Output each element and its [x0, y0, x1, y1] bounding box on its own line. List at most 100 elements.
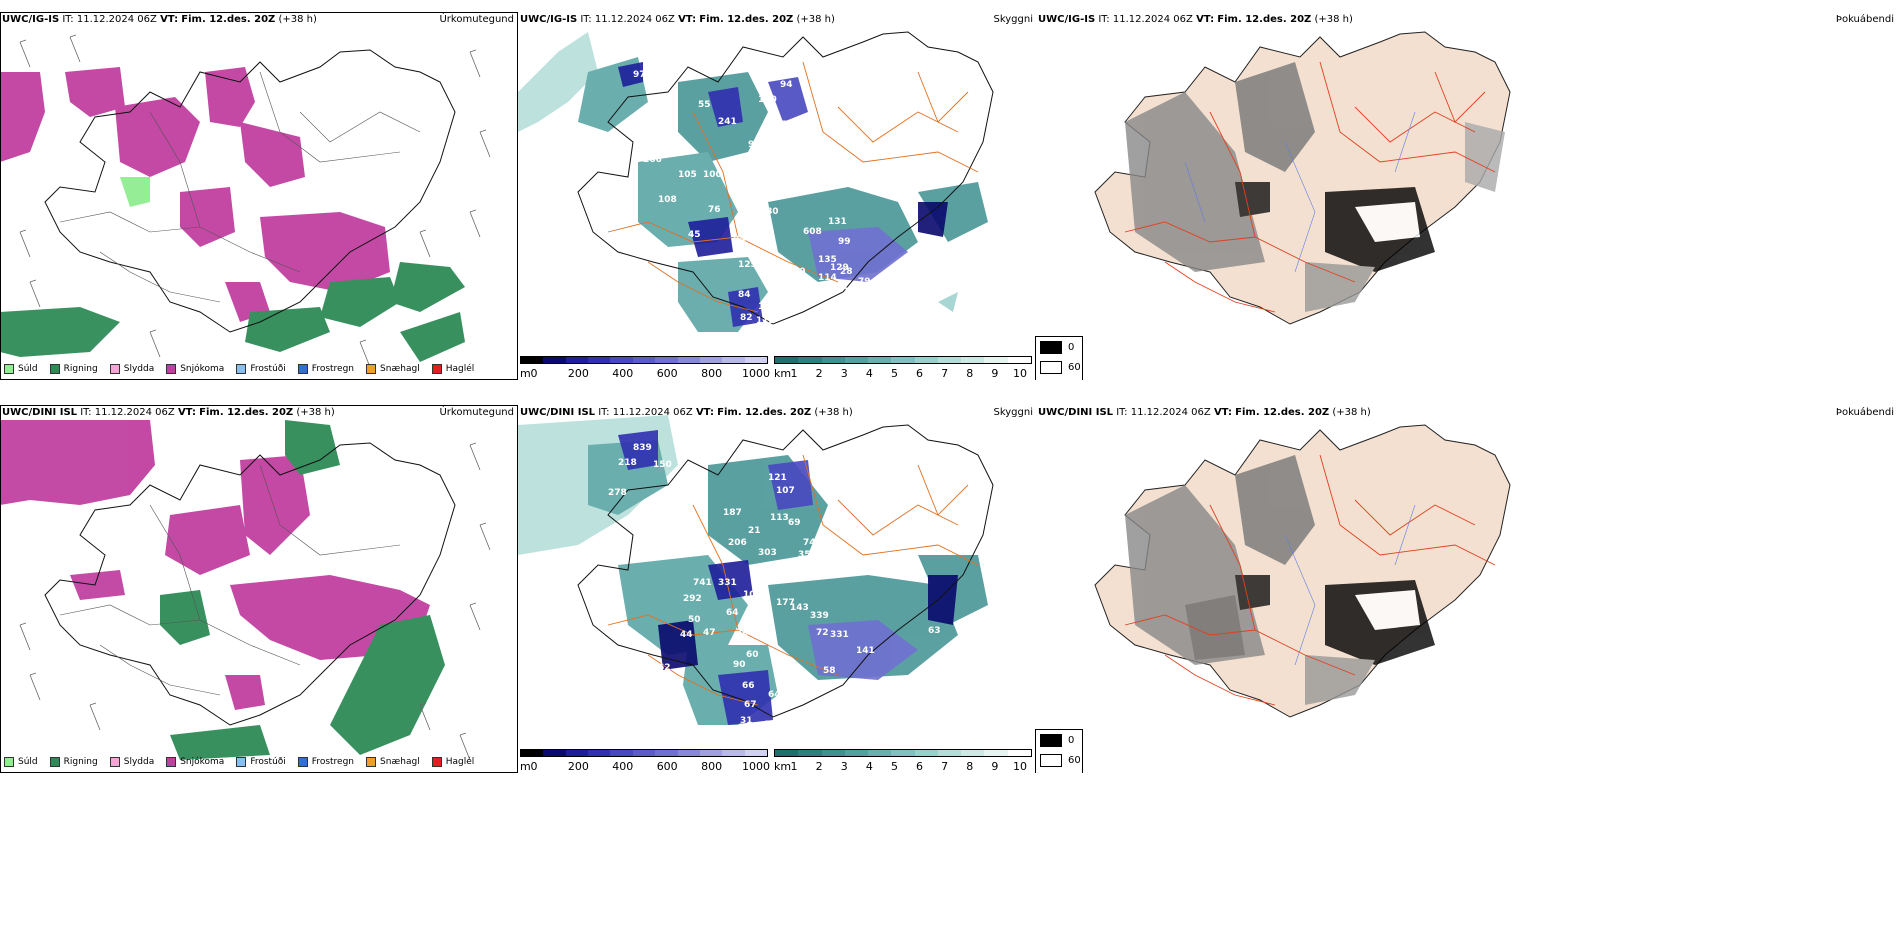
colorbar-segment [961, 357, 985, 363]
colorbar-tick-label: 1 [790, 760, 798, 773]
fog-legend-swatch [1040, 753, 1062, 767]
colorbar-tick-label: 10 [1013, 760, 1027, 773]
legend-label: Frostregn [311, 757, 355, 767]
fog-legend-row: 0 [1036, 337, 1082, 357]
colorbar-segment [722, 750, 745, 756]
colorbar-tick-label: 6 [916, 760, 924, 773]
cloud-base-value-label: 909 [743, 203, 762, 213]
panel-title: UWC/IG-IS IT: 11.12.2024 06Z VT: Fim. 12… [520, 14, 835, 25]
colorbar-tick-label: 1 [790, 367, 798, 380]
cloud-base-value-label: 141 [856, 646, 875, 656]
legend-label: Frostúði [250, 757, 286, 767]
colorbar-segment [775, 750, 799, 756]
legend-item: Súld [4, 757, 38, 767]
colorbar-segment [844, 750, 869, 756]
cloud-panel-row1: 97 55 100 94 241 167 147 97 86 266 105 100 377 12 108 7… [518, 12, 1033, 380]
colorbar-tick-label: 6 [916, 367, 924, 380]
visibility-colorbar-bar [774, 356, 1032, 364]
vt-label: VT: [678, 14, 697, 25]
panel-name: Þokuábendi [1835, 14, 1894, 25]
it-label: IT: [62, 14, 74, 25]
colorbar-segment [565, 357, 589, 363]
cloud-base-value-label: 108 [658, 195, 677, 205]
precip-type-legend: Súld Rigning Slydda Snjókoma Frostúði Frostre… [4, 757, 474, 767]
legend-label: Rigning [63, 757, 98, 767]
cloud-base-value-label: 150 [653, 460, 672, 470]
legend-swatch [109, 757, 120, 767]
colorbar-segment [744, 750, 767, 756]
cloud-base-value-label: 84 [738, 290, 751, 300]
colorbar-segment [677, 750, 700, 756]
fog-legend-row: 0 [1036, 730, 1082, 750]
cloud-base-value-label: 99 [838, 237, 851, 247]
it-value: 11.12.2024 06Z [94, 407, 175, 418]
legend-swatch [49, 757, 60, 767]
vt-value: Fim. 12.des. 20Z [1217, 14, 1312, 25]
visibility-unit: km [774, 760, 792, 773]
fog-legend: 0 60 [1035, 336, 1083, 380]
precip-type-map [0, 405, 518, 773]
legend-swatch [4, 757, 14, 767]
colorbar-tick-label: 3 [840, 760, 848, 773]
cloud-base-value-label: 115 [756, 316, 775, 326]
colorbar-tick-label: 7 [941, 760, 949, 773]
cloud-base-value-label: 608 [803, 227, 822, 237]
cloud-base-value-label: 125 [738, 260, 757, 270]
cloud-base-value-label: 82 [740, 313, 753, 323]
cloud-base-value-label: 62 [658, 663, 671, 673]
vt-label: VT: [160, 14, 179, 25]
it-label: IT: [598, 407, 610, 418]
colorbar-segment [1007, 750, 1031, 756]
colorbar-segment [565, 750, 589, 756]
cloud-base-value-label: 303 [758, 548, 777, 558]
colorbar-segment [1007, 357, 1031, 363]
legend-label: Snjókoma [180, 364, 225, 374]
colorbar-segment [677, 357, 700, 363]
fog-legend-label: 0 [1068, 734, 1075, 746]
cloud-base-value-label: 69 [788, 518, 801, 528]
colorbar-segment [610, 750, 633, 756]
model-name: UWC/IG-IS [1038, 14, 1096, 25]
colorbar-segment [632, 357, 656, 363]
colorbar-segment [914, 357, 938, 363]
panel-name: Skyggni [993, 14, 1033, 25]
cloud-base-value-label: 54 [740, 328, 753, 338]
cloud-base-value-label: 45 [888, 267, 901, 277]
legend-label: Súld [18, 757, 38, 767]
cloud-base-value-label: 41 [638, 265, 651, 275]
cloud-base-value-label: 62 [746, 615, 759, 625]
precip-type-panel-row1: UWC/IG-IS IT: 11.12.2024 06Z VT: Fim. 12… [0, 12, 518, 380]
lead-time: (+38 h) [278, 14, 317, 25]
fog-legend-row: 60 [1036, 750, 1082, 770]
legend-swatch [366, 757, 377, 767]
cloud-base-value-label: 125 [843, 287, 862, 297]
colorbar-tick-label: 2 [815, 367, 823, 380]
cloud-base-value-label: 62 [933, 237, 946, 247]
fog-map [1094, 31, 1511, 325]
legend-label: Slydda [123, 364, 155, 374]
cloud-base-value-label: 80 [766, 207, 779, 217]
colorbar-segment [961, 750, 985, 756]
cloud-panel-row2: 839 218 150 278 132 187 121 107 113 69 748 350 206 30… [518, 405, 1033, 773]
legend-item: Rigning [49, 757, 98, 767]
colorbar-segment [937, 357, 962, 363]
colorbar-segment [699, 750, 723, 756]
colorbar-segment [610, 357, 633, 363]
legend-item: Frostregn [297, 364, 354, 374]
colorbar-segment [891, 750, 915, 756]
colorbar-tick-label: 400 [612, 760, 634, 773]
colorbar-tick-label: 3 [840, 367, 848, 380]
vt-label: VT: [695, 407, 714, 418]
lead-time: (+38 h) [296, 407, 335, 418]
cloud-base-value-label: 377 [758, 175, 777, 185]
cloud-base-value-label: 12 [623, 185, 636, 195]
cloud-base-value-label: 113 [770, 513, 789, 523]
cloud-base-value-label: 45 [688, 230, 701, 240]
legend-item: Snjókoma [166, 364, 224, 374]
colorbar-tick-label: 800 [701, 760, 723, 773]
legend-swatch [4, 364, 14, 374]
vt-value: Fim. 12.des. 20Z [1235, 407, 1330, 418]
cloud-base-value-label: 167 [768, 120, 787, 130]
cloud-base-value-label: 748 [803, 538, 822, 548]
